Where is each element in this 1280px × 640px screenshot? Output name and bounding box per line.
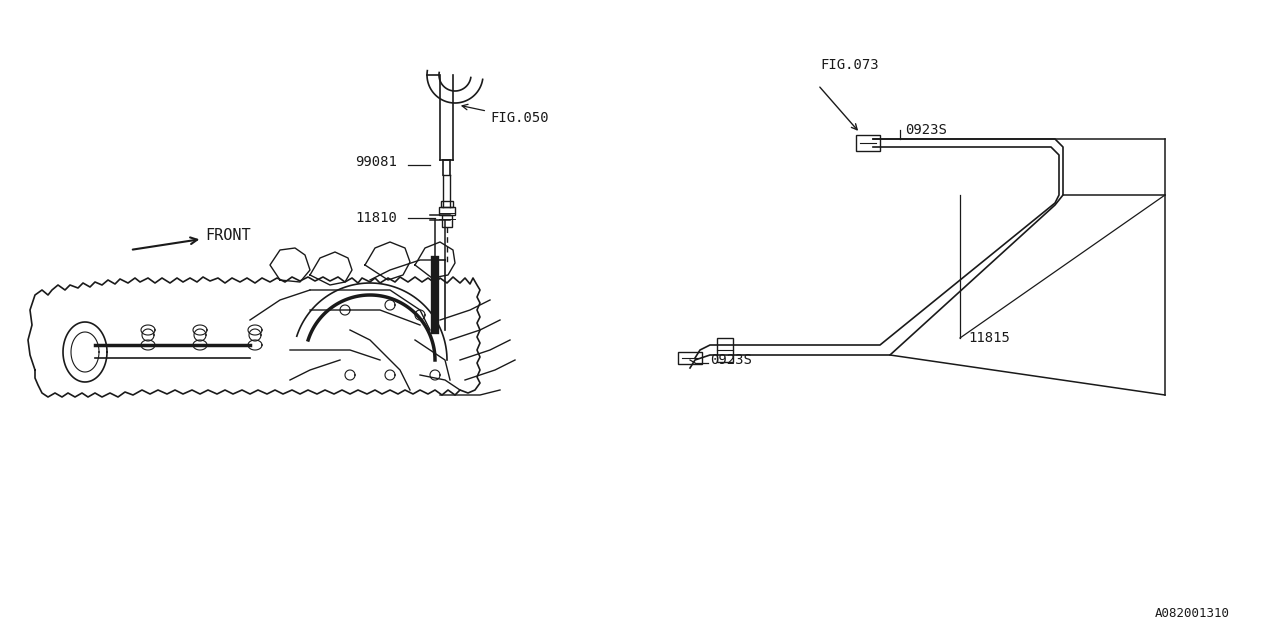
Text: 11815: 11815: [968, 331, 1010, 345]
Bar: [442, 215, 452, 227]
Text: 0923S: 0923S: [905, 123, 947, 137]
Text: 0923S: 0923S: [710, 353, 751, 367]
Text: FIG.073: FIG.073: [820, 58, 878, 72]
Bar: [678, 352, 701, 364]
Bar: [439, 207, 454, 215]
Text: A082001310: A082001310: [1155, 607, 1230, 620]
Text: FRONT: FRONT: [133, 227, 251, 250]
Text: 11810: 11810: [355, 211, 397, 225]
Bar: [442, 201, 453, 207]
Text: 99081: 99081: [355, 155, 397, 169]
Bar: [856, 135, 881, 151]
Bar: [717, 338, 733, 362]
Text: FIG.050: FIG.050: [462, 104, 549, 125]
